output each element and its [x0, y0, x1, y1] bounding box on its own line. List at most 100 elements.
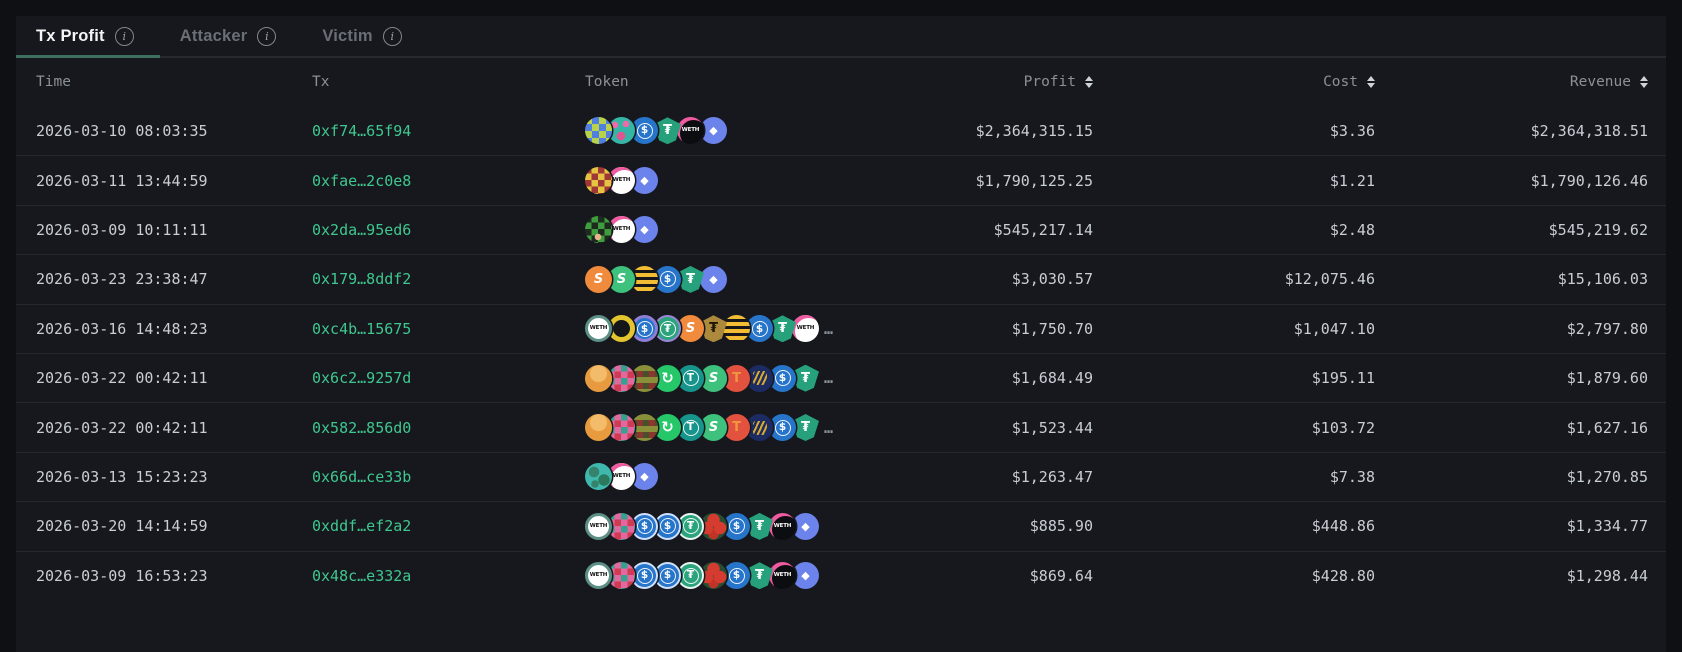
eth-token-icon[interactable]: ◆ [792, 562, 819, 590]
usdt-shield-token-icon[interactable]: ₮ [769, 315, 796, 343]
s-green-token-icon[interactable]: S [608, 265, 635, 293]
eth-token-icon[interactable]: ◆ [631, 463, 658, 491]
weth-ring-token-icon[interactable]: WETH [585, 512, 612, 540]
tx-hash-link[interactable]: 0x6c2…9257d [312, 369, 412, 388]
orange-blob-token-icon[interactable] [585, 364, 612, 392]
usdc-ring-white-token-icon[interactable]: $ [654, 562, 681, 590]
s-green-token-icon[interactable]: S [700, 414, 727, 442]
info-icon[interactable]: i [114, 26, 134, 46]
tab-tx-profit[interactable]: Tx Profit i [16, 16, 160, 58]
ring-yellow-token-icon[interactable] [608, 315, 635, 343]
checker-pink-red-token-icon[interactable] [608, 512, 635, 540]
column-header-cost[interactable]: Cost [1093, 74, 1375, 90]
tx-hash-link[interactable]: 0x2da…95ed6 [312, 220, 412, 239]
teal-pink-dots-token-icon[interactable] [608, 117, 635, 145]
red-token-token-icon[interactable]: T [723, 364, 750, 392]
eth-token-icon[interactable]: ◆ [631, 167, 658, 195]
repeat-green-token-icon[interactable]: ↻ [654, 414, 681, 442]
t-green-token-icon[interactable]: ₮ [677, 562, 704, 590]
checker-olive-token-icon[interactable] [631, 364, 658, 392]
column-header-tx: Tx [312, 74, 585, 90]
tx-hash-link[interactable]: 0x179…8ddf2 [312, 270, 412, 289]
red-clover-token-icon[interactable] [700, 562, 727, 590]
weth-dark-token-icon[interactable]: WETH [769, 562, 796, 590]
usdt-shield-token-icon[interactable]: ₮ [654, 117, 681, 145]
usdc-ring-white-token-icon[interactable]: $ [631, 562, 658, 590]
usdc-token-icon[interactable]: $ [723, 512, 750, 540]
navy-gold-token-icon[interactable] [746, 364, 773, 392]
eth-token-icon[interactable]: ◆ [700, 265, 727, 293]
weth-token-icon[interactable]: WETH [608, 167, 635, 195]
cell-profit: $1,523.44 [1011, 418, 1093, 437]
tx-hash-link[interactable]: 0xc4b…15675 [312, 319, 412, 338]
column-header-profit[interactable]: Profit [903, 74, 1093, 90]
checker-green-token-icon[interactable] [585, 216, 612, 244]
usdt-gold-token-icon[interactable]: ₮ [700, 315, 727, 343]
tab-victim[interactable]: Victim i [302, 16, 427, 56]
cell-profit: $869.64 [1029, 566, 1093, 585]
weth-token-icon[interactable]: WETH [792, 315, 819, 343]
t-teal-token-icon[interactable]: T [677, 414, 704, 442]
checker-olive-token-icon[interactable] [631, 414, 658, 442]
repeat-green-token-icon[interactable]: ↻ [654, 364, 681, 392]
usdt-shield-token-icon[interactable]: ₮ [677, 265, 704, 293]
stripes-yellow-token-icon[interactable] [723, 315, 750, 343]
checker-pink-red-token-icon[interactable] [608, 562, 635, 590]
usdc-token-icon[interactable]: $ [769, 414, 796, 442]
tx-hash-link[interactable]: 0x66d…ce33b [312, 467, 412, 486]
tx-hash-link[interactable]: 0xfae…2c0e8 [312, 171, 412, 190]
usdt-shield-token-icon[interactable]: ₮ [746, 512, 773, 540]
globe-teal-token-icon[interactable] [585, 463, 612, 491]
cell-cost: $1,047.10 [1293, 319, 1375, 338]
navy-gold-token-icon[interactable] [746, 414, 773, 442]
usdc-token-icon[interactable]: $ [746, 315, 773, 343]
checker-pink-red-token-icon[interactable] [608, 364, 635, 392]
eth-token-icon[interactable]: ◆ [631, 216, 658, 244]
tx-hash-link[interactable]: 0x582…856d0 [312, 418, 412, 437]
s-orange-token-icon[interactable]: S [585, 265, 612, 293]
usdc-token-icon[interactable]: $ [723, 562, 750, 590]
stripes-yellow-token-icon[interactable] [631, 265, 658, 293]
weth-token-icon[interactable]: WETH [608, 216, 635, 244]
weth-ring-token-icon[interactable]: WETH [585, 315, 612, 343]
usdt-shield-token-icon[interactable]: ₮ [746, 562, 773, 590]
info-icon[interactable]: i [257, 26, 277, 46]
checker-pink-red-token-icon[interactable] [608, 414, 635, 442]
tab-attacker[interactable]: Attacker i [160, 16, 303, 56]
column-header-revenue[interactable]: Revenue [1375, 74, 1648, 90]
tx-hash-link[interactable]: 0xf74…65f94 [312, 121, 412, 140]
usdc-token-icon[interactable]: $ [654, 265, 681, 293]
usdc-token-icon[interactable]: $ [769, 364, 796, 392]
usdc-ring-token-icon[interactable]: $ [631, 315, 658, 343]
t-green-token-icon[interactable]: ₮ [677, 512, 704, 540]
info-icon[interactable]: i [382, 26, 402, 46]
tx-hash-link[interactable]: 0xddf…ef2a2 [312, 517, 412, 536]
checker-yellow-red-token-icon[interactable] [585, 167, 612, 195]
s-green-token-icon[interactable]: S [700, 364, 727, 392]
weth-ring-token-icon[interactable]: WETH [585, 562, 612, 590]
orange-blob-token-icon[interactable] [585, 414, 612, 442]
column-label: Profit [1023, 74, 1076, 90]
eth-token-icon[interactable]: ◆ [792, 512, 819, 540]
table-header-row: Time Tx Token Profit Cost Revenue [16, 58, 1666, 106]
cell-time: 2026-03-20 14:14:59 [36, 517, 208, 536]
weth-dark-token-icon[interactable]: WETH [677, 117, 704, 145]
weth-token-icon[interactable]: WETH [608, 463, 635, 491]
tx-hash-link[interactable]: 0x48c…e332a [312, 566, 412, 585]
cell-time: 2026-03-13 15:23:23 [36, 467, 208, 486]
weth-dark-token-icon[interactable]: WETH [769, 512, 796, 540]
usdt-shield-token-icon[interactable]: ₮ [792, 364, 819, 392]
usdc-ring-white-token-icon[interactable]: $ [631, 512, 658, 540]
pepe-checker-token-icon[interactable] [585, 117, 612, 145]
usdc-ring-white-token-icon[interactable]: $ [654, 512, 681, 540]
t-green-ring-token-icon[interactable]: ₮ [654, 315, 681, 343]
cell-time: 2026-03-22 00:42:11 [36, 418, 208, 437]
eth-token-icon[interactable]: ◆ [700, 117, 727, 145]
red-token-token-icon[interactable]: T [723, 414, 750, 442]
usdc-token-icon[interactable]: $ [631, 117, 658, 145]
red-clover-token-icon[interactable] [700, 512, 727, 540]
s-orange-token-icon[interactable]: S [677, 315, 704, 343]
t-teal-token-icon[interactable]: T [677, 364, 704, 392]
table-row: 2026-03-22 00:42:11 0x6c2…9257d ↻ T S T $ ₮… $1,… [16, 352, 1666, 402]
usdt-shield-token-icon[interactable]: ₮ [792, 414, 819, 442]
